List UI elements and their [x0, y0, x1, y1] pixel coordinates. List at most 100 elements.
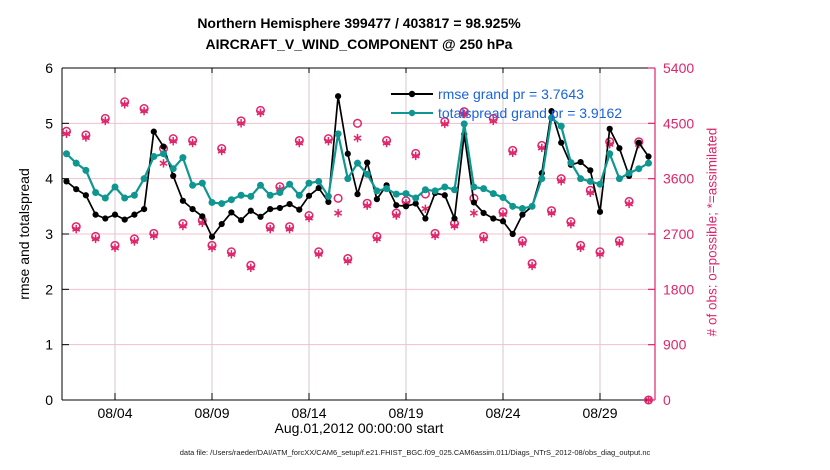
rmse-marker [373, 196, 380, 203]
obs-assimilated-marker [178, 221, 187, 231]
obs-assimilated-marker [169, 136, 178, 146]
rmse-marker [480, 209, 487, 217]
totalspread-marker [538, 175, 546, 183]
obs-assimilated-marker [324, 136, 333, 146]
rmse-marker [73, 186, 80, 193]
rmse-marker [131, 211, 138, 218]
obs-assimilated-marker [227, 250, 236, 259]
rmse-marker [548, 108, 555, 115]
rmse-marker [412, 200, 419, 207]
obs-assimilated-marker [489, 116, 498, 126]
rmse-marker [63, 178, 70, 185]
left-axis-tick-label: 3 [45, 226, 53, 242]
totalspread-marker [111, 183, 119, 191]
obs-assimilated-marker [140, 106, 149, 116]
totalspread-marker [334, 130, 342, 138]
rmse-marker [121, 216, 128, 223]
totalspread-marker [499, 193, 507, 201]
x-axis-tick-label: 08/19 [388, 405, 423, 421]
obs-assimilated-marker [110, 243, 120, 253]
rmse-legend-sample-icon [391, 90, 433, 97]
obs-assimilated-marker [547, 208, 556, 218]
obs-possible-marker [352, 118, 363, 128]
totalspread-marker [198, 179, 206, 187]
obs-assimilated-marker [334, 208, 343, 218]
obs-assimilated-marker [518, 239, 527, 248]
x-axis-tick-label: 08/24 [485, 405, 520, 421]
rmse-marker [141, 206, 148, 213]
obs-assimilated-marker [314, 250, 323, 259]
obs-assimilated-marker [537, 143, 546, 153]
obs-assimilated-marker [392, 211, 401, 220]
rmse-marker [393, 202, 400, 209]
rmse-marker [179, 197, 186, 204]
totalspread-marker [470, 183, 478, 191]
rmse-marker [344, 150, 351, 157]
obs-assimilated-marker [217, 146, 226, 156]
rmse-marker [218, 220, 225, 228]
rmse-marker [616, 145, 623, 152]
obs-assimilated-marker [353, 133, 362, 143]
rmse-marker [490, 215, 497, 222]
totalspread-marker [160, 150, 167, 158]
totalspread-marker [266, 191, 274, 199]
totalspread-marker [305, 179, 313, 187]
totalspread-marker [383, 185, 391, 193]
totalspread-marker [286, 180, 294, 188]
rmse-marker [257, 213, 264, 220]
x-axis-label: Aug.01,2012 00:00:00 start [274, 420, 444, 436]
x-axis-tick-label: 08/09 [194, 405, 229, 421]
totalspread-marker [324, 192, 332, 200]
totalspread-marker [577, 175, 585, 183]
totalspread-marker [63, 150, 70, 158]
rmse-marker [111, 211, 119, 218]
obs-assimilated-marker [498, 210, 508, 219]
rmse-marker [160, 143, 167, 150]
title-line-2: AIRCRAFT_V_WIND_COMPONENT @ 250 hPa [205, 36, 513, 52]
rmse-marker [335, 93, 342, 100]
rmse-marker [402, 203, 410, 210]
obs-assimilated-marker [343, 256, 352, 266]
totalspread-marker [363, 170, 371, 178]
rmse-marker [199, 213, 206, 220]
obs-assimilated-marker [188, 138, 197, 148]
rmse-marker [102, 215, 109, 222]
totalspread-legend-sample-icon [391, 109, 433, 116]
rmse-marker [422, 215, 429, 222]
totalspread-marker [441, 183, 449, 191]
totalspread-marker [596, 180, 604, 188]
right-axis-tick-label: 900 [663, 337, 687, 353]
totalspread-marker [237, 191, 245, 199]
obs-assimilated-marker [101, 116, 110, 126]
rmse-marker [499, 218, 507, 225]
legend: rmse grand pr = 3.7643 totalspread grand… [391, 84, 622, 122]
rmse-marker [315, 184, 322, 192]
rmse-marker [286, 201, 293, 208]
obs-assimilated-marker [508, 148, 517, 158]
totalspread-marker [227, 196, 235, 204]
left-axis-tick-label: 2 [45, 281, 53, 297]
rmse-marker [92, 211, 99, 218]
obs-possible-marker [333, 193, 343, 203]
obs-assimilated-marker [81, 133, 90, 142]
totalspread-marker [354, 159, 361, 167]
legend-row-rmse: rmse grand pr = 3.7643 [391, 84, 622, 103]
right-axis-tick-label: 1800 [663, 281, 694, 297]
totalspread-marker [480, 185, 488, 193]
rmse-marker [354, 191, 361, 198]
totalspread-marker [412, 194, 420, 202]
obs-assimilated-marker [266, 224, 275, 234]
totalspread-marker [373, 187, 381, 195]
obs-assimilated-marker [91, 234, 100, 244]
obs-assimilated-marker [207, 243, 217, 253]
totalspread-marker [276, 189, 284, 196]
legend-row-totalspread: totalspread grand pr = 3.9162 [391, 103, 622, 122]
totalspread-marker [344, 175, 352, 183]
totalspread-marker [121, 194, 129, 202]
obs-assimilated-marker [566, 219, 575, 229]
totalspread-marker [460, 120, 468, 128]
obs-assimilated-marker [440, 119, 449, 129]
totalspread-marker [402, 190, 410, 198]
totalspread-marker [218, 200, 226, 208]
obs-assimilated-marker [256, 108, 265, 118]
